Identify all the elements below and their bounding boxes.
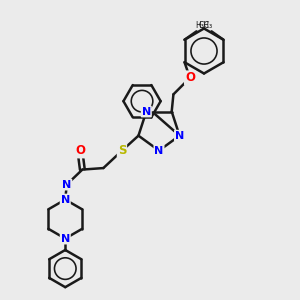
Text: S: S xyxy=(118,144,126,157)
Text: N: N xyxy=(62,180,71,190)
Text: O: O xyxy=(185,71,195,84)
Text: N: N xyxy=(142,106,151,116)
Text: N: N xyxy=(61,195,70,205)
Text: CH₃: CH₃ xyxy=(199,21,213,30)
Text: N: N xyxy=(175,131,184,141)
Text: N: N xyxy=(154,146,164,156)
Text: N: N xyxy=(61,234,70,244)
Text: O: O xyxy=(75,145,85,158)
Text: H₃C: H₃C xyxy=(195,21,209,30)
